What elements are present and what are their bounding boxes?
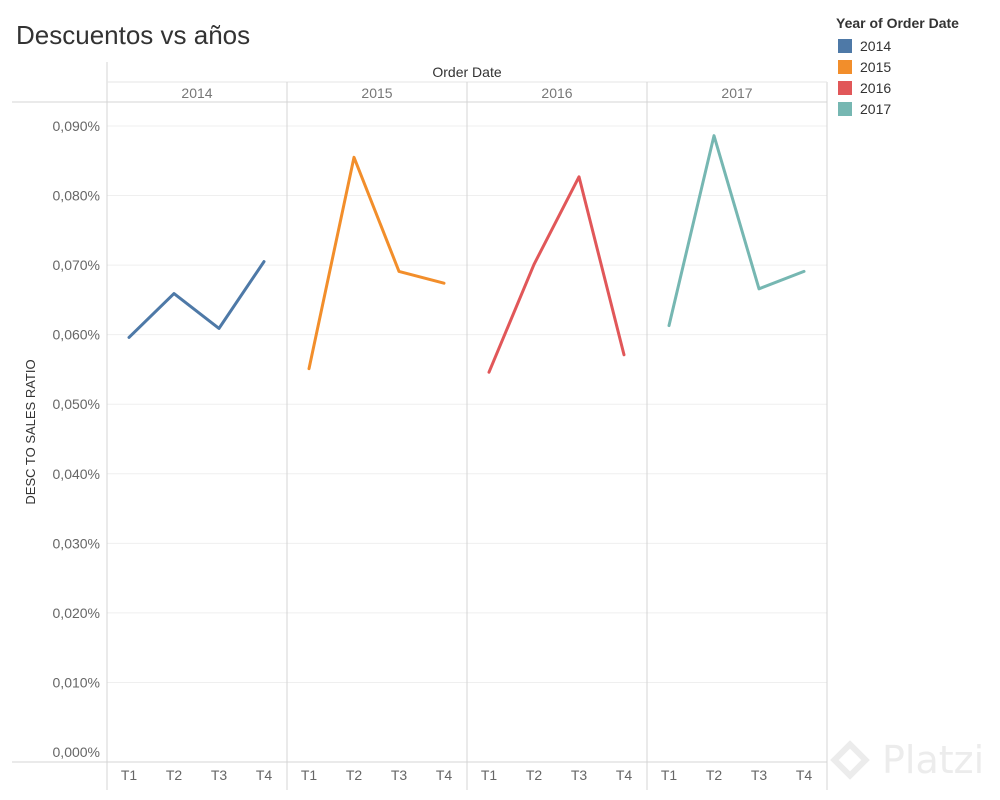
- panel-header-label: 2015: [361, 85, 392, 101]
- x-tick-label: T1: [481, 767, 498, 783]
- x-tick-label: T4: [796, 767, 813, 783]
- chart-area: 0,000% 0,010% 0,020% 0,030% 0,040% 0,050% 0,06…: [12, 62, 828, 790]
- chart-title: Descuentos vs años: [16, 20, 251, 50]
- x-tick-label: T2: [706, 767, 723, 783]
- platzi-logo-icon: [830, 740, 870, 780]
- series-line-2016: [487, 175, 626, 374]
- watermark-text: Platzi: [882, 738, 985, 782]
- y-tick-label: 0,060%: [53, 327, 100, 343]
- platzi-watermark: Platzi: [830, 738, 985, 782]
- x-tick-label: T2: [346, 767, 363, 783]
- y-axis-title: DESC TO SALES RATIO: [23, 359, 38, 504]
- legend-item-2015[interactable]: 2015: [836, 56, 959, 77]
- legend-swatch: [838, 101, 852, 116]
- x-tick-label: T2: [166, 767, 183, 783]
- legend-label: 2015: [860, 58, 892, 75]
- x-tick-label: T4: [616, 767, 633, 783]
- x-tick-label: T3: [751, 767, 768, 783]
- panel-header-label: 2014: [181, 85, 212, 101]
- legend-swatch: [838, 59, 852, 74]
- legend-label: 2014: [860, 37, 892, 54]
- chart-frame: [12, 62, 828, 790]
- legend-item-2014[interactable]: 2014: [836, 35, 959, 56]
- legend-swatch: [838, 38, 852, 53]
- series-line-2014: [127, 260, 266, 339]
- y-tick-label: 0,010%: [53, 674, 100, 690]
- legend-label: 2017: [860, 100, 892, 117]
- y-tick-label: 0,050%: [53, 396, 100, 412]
- legend-label: 2016: [860, 79, 892, 96]
- legend: Year of Order Date 2014 2015 2016 2017: [836, 15, 959, 119]
- legend-item-2017[interactable]: 2017: [836, 98, 959, 119]
- legend-title: Year of Order Date: [836, 15, 959, 31]
- x-tick-label: T4: [436, 767, 453, 783]
- legend-item-2016[interactable]: 2016: [836, 77, 959, 98]
- x-tick-label: T1: [301, 767, 318, 783]
- y-tick-label: 0,090%: [53, 118, 100, 134]
- series-lines: [127, 134, 806, 374]
- y-axis: 0,000% 0,010% 0,020% 0,030% 0,040% 0,050% 0,06…: [53, 118, 100, 760]
- series-line-2017: [667, 134, 806, 328]
- y-tick-label: 0,000%: [53, 744, 100, 760]
- x-tick-label: T1: [661, 767, 678, 783]
- x-axis: T1 T2 T3 T4 T1 T2 T3 T4 T1 T2 T3 T4 T1 T2 T3 T4: [121, 767, 813, 783]
- x-tick-label: T2: [526, 767, 543, 783]
- series-line-2015: [307, 155, 446, 371]
- y-tick-label: 0,040%: [53, 466, 100, 482]
- y-tick-label: 0,020%: [53, 605, 100, 621]
- panel-header-label: 2017: [721, 85, 752, 101]
- legend-swatch: [838, 80, 852, 95]
- y-tick-label: 0,080%: [53, 188, 100, 204]
- y-tick-label: 0,030%: [53, 535, 100, 551]
- y-tick-label: 0,070%: [53, 257, 100, 273]
- panel-header-label: 2016: [541, 85, 572, 101]
- x-tick-label: T4: [256, 767, 273, 783]
- x-tick-label: T3: [211, 767, 228, 783]
- x-tick-label: T3: [391, 767, 408, 783]
- x-tick-label: T3: [571, 767, 588, 783]
- x-tick-label: T1: [121, 767, 138, 783]
- x-axis-title: Order Date: [432, 64, 501, 80]
- panel-headers: 2014 2015 2016 2017: [181, 85, 752, 101]
